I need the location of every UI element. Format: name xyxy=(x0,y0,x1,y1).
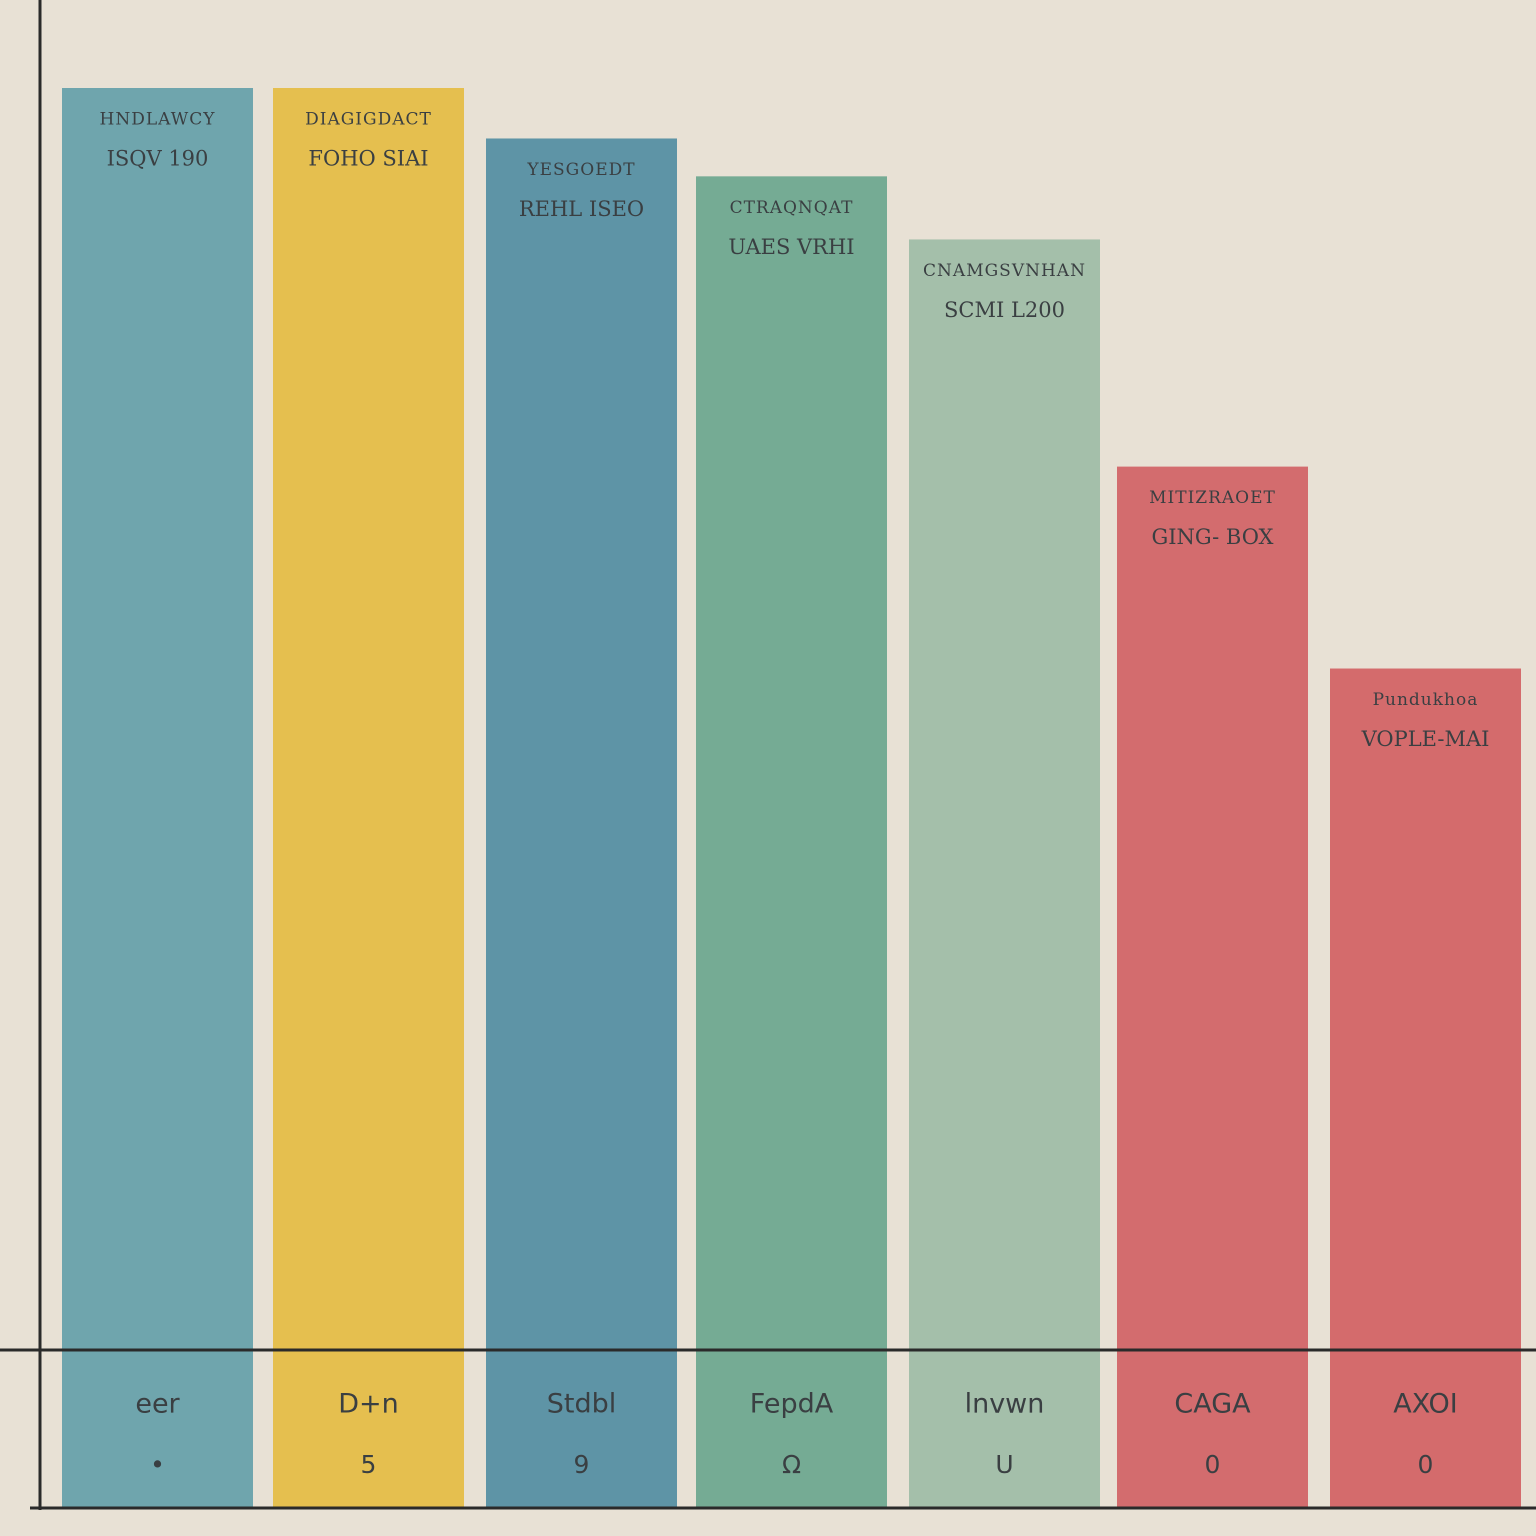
x-tick-label: AXOI xyxy=(1393,1389,1457,1420)
bar-label: VOPLE-MAI xyxy=(1361,727,1490,751)
bar-foot xyxy=(62,1350,253,1508)
bar-label: CTRAQNQAT xyxy=(730,198,854,218)
bar-label: GING- BOX xyxy=(1151,525,1273,549)
x-tick-label: eer xyxy=(135,1389,180,1420)
bar-label: Pundukhoa xyxy=(1373,690,1479,710)
bar xyxy=(486,138,677,1351)
bar-label: UAES VRHI xyxy=(728,235,854,259)
bar-code: 0 xyxy=(1205,1450,1221,1479)
x-tick-label: FepdA xyxy=(750,1389,834,1420)
bar-code: U xyxy=(995,1450,1013,1479)
bar-foot xyxy=(1117,1350,1308,1508)
x-tick-label: CAGA xyxy=(1174,1389,1251,1420)
bar-foot xyxy=(1330,1350,1521,1508)
bar-foot xyxy=(273,1350,464,1508)
bar-label: HNDLAWCY xyxy=(100,110,216,130)
bar-label: REHL ISEO xyxy=(519,197,644,221)
bar-foot xyxy=(696,1350,887,1508)
x-tick-label: D+n xyxy=(338,1389,399,1420)
x-tick-label: Stdbl xyxy=(547,1389,617,1420)
bar xyxy=(62,88,253,1350)
bar-label: MITIZRAOET xyxy=(1149,488,1276,508)
bar xyxy=(1330,668,1521,1350)
bar-code: 9 xyxy=(574,1450,590,1479)
bar-code: • xyxy=(150,1450,165,1479)
bar-label: FOHO SIAI xyxy=(308,147,428,171)
bar-code: 5 xyxy=(361,1450,377,1479)
bar-label: ISQV 190 xyxy=(107,147,209,171)
bar-foot xyxy=(909,1350,1100,1508)
bar-label: YESGOEDT xyxy=(526,160,635,180)
bar xyxy=(696,176,887,1351)
bar xyxy=(909,239,1100,1351)
x-tick-label: lnvwn xyxy=(965,1389,1045,1420)
bar-foot xyxy=(486,1350,677,1508)
bars: HNDLAWCY ISQV 190 eer • DIAGIGDACT FOHO SIAI D… xyxy=(62,88,1521,1508)
bar-code: 0 xyxy=(1418,1450,1434,1479)
bar-label: CNAMGSVNHAN xyxy=(923,261,1086,281)
bar-code: Ω xyxy=(782,1450,801,1479)
bar xyxy=(1117,466,1308,1351)
bar-label: SCMI L200 xyxy=(944,298,1065,322)
bar-label: DIAGIGDACT xyxy=(305,110,432,130)
bar xyxy=(273,88,464,1350)
